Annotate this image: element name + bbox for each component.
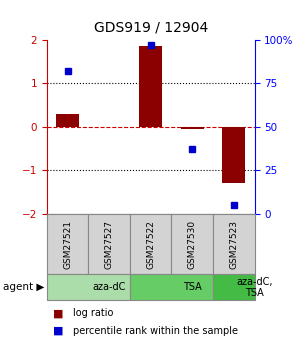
Bar <box>47 274 130 300</box>
Bar <box>213 274 255 300</box>
Text: GSM27527: GSM27527 <box>105 219 114 269</box>
Bar <box>47 214 88 274</box>
Bar <box>222 127 245 184</box>
Text: GSM27522: GSM27522 <box>146 220 155 268</box>
Text: agent ▶: agent ▶ <box>3 282 45 292</box>
Bar <box>139 46 162 127</box>
Bar <box>171 214 213 274</box>
Text: ■: ■ <box>53 308 64 318</box>
Bar <box>56 114 79 127</box>
Text: log ratio: log ratio <box>73 308 113 318</box>
Text: GSM27530: GSM27530 <box>188 219 197 269</box>
Bar <box>213 214 255 274</box>
Text: ■: ■ <box>53 326 64 335</box>
Bar <box>181 127 204 129</box>
Bar <box>130 214 171 274</box>
Bar <box>130 274 213 300</box>
Text: percentile rank within the sample: percentile rank within the sample <box>73 326 238 335</box>
Text: GSM27523: GSM27523 <box>229 219 238 269</box>
Text: GSM27521: GSM27521 <box>63 219 72 269</box>
Text: GDS919 / 12904: GDS919 / 12904 <box>94 20 209 34</box>
Text: aza-dC,
TSA: aza-dC, TSA <box>236 277 273 298</box>
Bar <box>88 214 130 274</box>
Text: aza-dC: aza-dC <box>92 282 126 292</box>
Text: TSA: TSA <box>183 282 201 292</box>
